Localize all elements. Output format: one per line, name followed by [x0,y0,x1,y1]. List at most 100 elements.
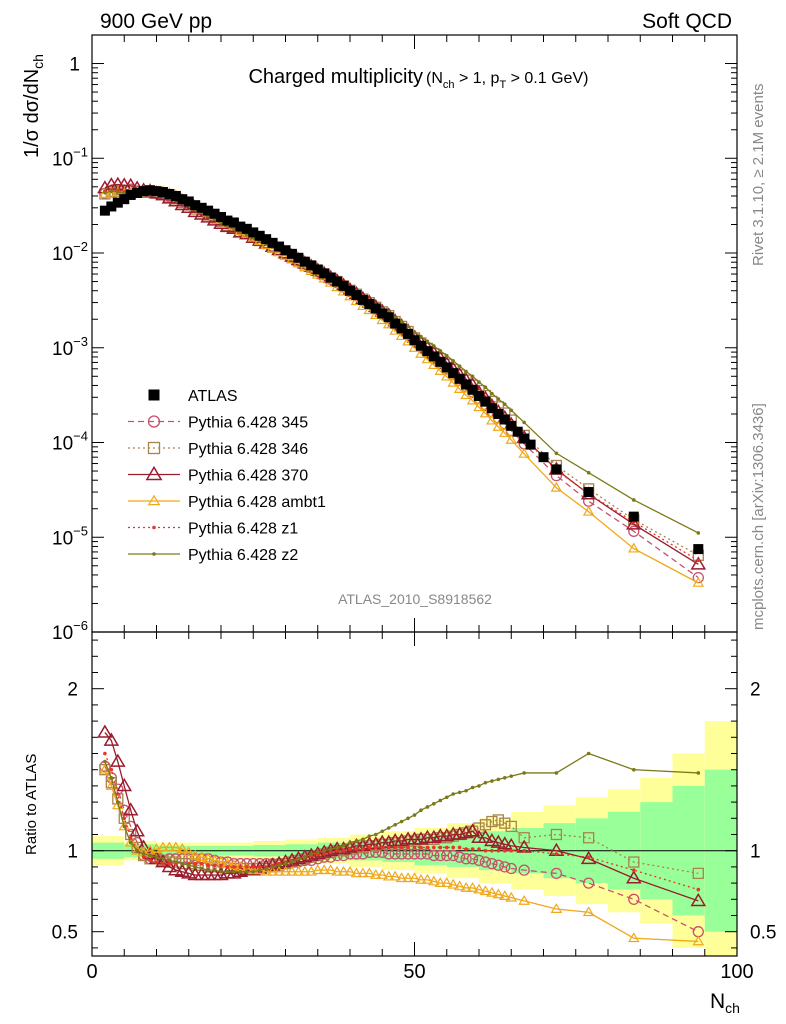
marker-small-triangle [692,576,705,587]
y-tick-label: 10−2 [52,239,88,265]
marker-filled-square [525,439,536,450]
marker-filled-square [519,433,530,444]
marker-dot [386,845,391,850]
marker-dot [161,861,165,866]
marker-small-triangle [363,867,376,878]
marker-open-circle [550,867,563,880]
y-label-sub: ch [30,54,46,69]
legend-item-p345: Pythia 6.428 345 [128,415,308,432]
marker-filled-square [499,414,510,425]
marker-open-square [550,828,563,841]
marker-open-triangle [690,556,707,570]
marker-open-triangle [451,826,468,840]
marker-dot [380,845,385,850]
marker-dot [503,776,507,780]
marker-small-triangle [266,865,279,876]
marker-dot [586,855,591,859]
marker-dot [522,420,526,425]
marker-dot [406,845,410,850]
marker-filled-square [157,187,168,198]
y-tick-base: 10 [52,339,73,360]
marker-dot [103,190,107,195]
marker-dot [696,531,701,535]
marker-filled-square [216,211,226,222]
x-tick-label: 100 [720,961,753,983]
ratio-panel: 0.5 0.5 1 1 2 2 Ratio to ATLAS 0 50 100 Nch [23,631,776,1016]
marker-open-triangle [690,892,707,907]
header-right: Soft QCD [642,10,732,33]
marker-small-triangle [466,882,479,892]
marker-open-circle [147,415,161,428]
marker-small-triangle [389,870,401,881]
legend-label: Pythia 6.428 z1 [188,521,298,538]
marker-dot [290,860,294,864]
marker-dot [245,869,249,874]
marker-small-triangle [499,427,511,437]
ratio-y-axis-label: Ratio to ATLAS [23,754,40,855]
marker-filled-square [338,280,349,291]
marker-dot [122,816,127,821]
marker-dot [283,861,288,866]
ratio-y-tick-label-right: 2 [750,680,761,701]
marker-small-triangle [112,799,124,810]
cond-mid: > 1, p [455,70,500,87]
marker-dot [490,779,494,783]
header-left: 900 GeV pp [100,10,212,33]
y-tick-base: 10 [52,244,73,265]
marker-dot [438,798,443,803]
marker-dot [503,402,507,406]
marker-small-triangle [357,867,369,878]
marker-dot [251,865,256,869]
marker-dot [432,801,436,806]
marker-small-triangle [99,188,111,198]
marker-dot [522,848,526,853]
ratio-uncertainty-bands [92,721,737,956]
ratio-y-tick-label-left: 1 [67,842,78,863]
marker-dot [148,858,152,863]
marker-filled-square [248,227,259,238]
marker-filled-square [145,185,156,196]
marker-open-circle [499,861,511,873]
x-tick-label: 50 [403,961,425,983]
marker-small-triangle [176,843,189,854]
marker-dot [367,834,372,838]
marker-dot [380,829,385,834]
marker-dot [477,847,481,851]
mcplots-label: mcplots.cern.ch [arXiv:1306.3436] [750,403,767,630]
marker-dot [232,869,236,874]
cond-close: > 0.1 GeV) [506,70,588,87]
marker-filled-square [209,208,220,219]
marker-open-square [147,441,161,455]
marker-dot [322,852,327,856]
marker-dot [328,850,333,855]
marker-small-triangle [182,846,195,857]
marker-dot [354,839,359,843]
marker-dot [199,866,204,871]
marker-filled-square [415,340,426,351]
marker-small-triangle [260,865,272,876]
y-tick-label: 10−6 [52,618,88,644]
marker-dot [257,865,262,869]
marker-small-triangle [331,865,343,876]
marker-small-triangle [628,542,640,553]
marker-dot [483,780,488,785]
marker-open-triangle [145,465,163,481]
marker-dot [167,858,172,863]
marker-dot [167,861,172,866]
marker-dot [212,868,217,872]
marker-open-triangle [342,839,358,853]
marker-dot [109,767,114,772]
marker-filled-square [325,272,336,283]
marker-small-triangle [202,852,214,863]
marker-filled-square [312,264,323,275]
marker-dot [470,374,475,379]
legend-label: Pythia 6.428 345 [188,415,308,432]
marker-small-triangle [550,903,563,913]
ratio-axis-ticks [91,632,738,956]
marker-open-triangle [477,829,494,844]
marker-open-circle [434,849,446,862]
marker-open-triangle [174,863,191,878]
y-tick-label: 10−1 [52,144,88,170]
marker-filled-square [474,390,484,401]
marker-filled-square [409,335,420,346]
